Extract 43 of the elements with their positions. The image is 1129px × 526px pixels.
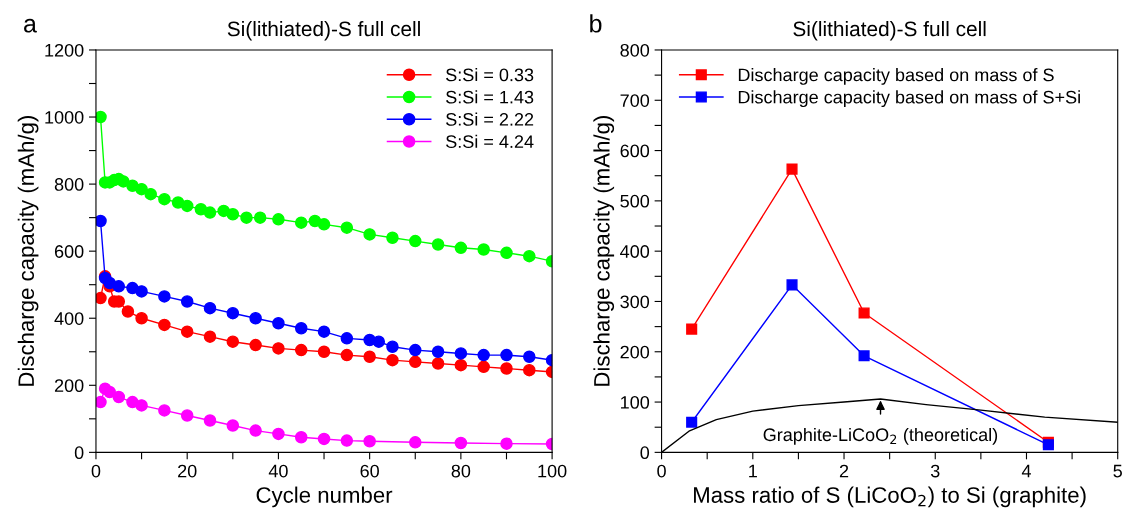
text: b bbox=[590, 14, 602, 33]
x-axis-title: Mass ratio of S (LiCoO$_{2}$) to Si (graphite) bbox=[694, 486, 1086, 508]
y-tick-label: 0 bbox=[74, 446, 84, 460]
x-tick-label: 20 bbox=[178, 464, 197, 478]
y-tick-label: 800 bbox=[620, 43, 650, 57]
x-tick-label: 5 bbox=[1113, 464, 1122, 478]
x-tick-label: 4 bbox=[1021, 464, 1031, 478]
chart-title: Si(lithiated)-S full cell bbox=[227, 20, 420, 41]
x-tick-label: 80 bbox=[451, 464, 471, 478]
y-tick-label: 0 bbox=[640, 446, 650, 460]
x-tick-label: 0 bbox=[657, 464, 666, 478]
legend-label: S:Si = 2.22 bbox=[446, 112, 534, 126]
legend-label: S:Si = 1.43 bbox=[446, 90, 534, 104]
chart-title: Si(lithiated)-S full cell bbox=[793, 20, 986, 41]
legend-label: S:Si = 4.24 bbox=[446, 134, 534, 149]
y-tick-label: 1000 bbox=[45, 110, 84, 124]
y-tick-label: 300 bbox=[620, 295, 650, 309]
x-tick-label: 60 bbox=[360, 464, 379, 478]
x-axis-title: Cycle number bbox=[256, 486, 393, 508]
y-tick-label: 1200 bbox=[45, 43, 84, 57]
y-tick-label: 800 bbox=[54, 178, 84, 191]
y-axis-title: Discharge capacity (mAh/g) bbox=[17, 116, 39, 386]
y-axis-title: Discharge capacity (mAh/g) bbox=[593, 116, 615, 386]
y-tick-label: 200 bbox=[620, 345, 650, 359]
legend-label: S:Si = 0.33 bbox=[446, 68, 534, 82]
y-tick-label: 100 bbox=[621, 396, 650, 409]
text: a bbox=[24, 18, 37, 33]
y-tick-label: 200 bbox=[54, 379, 84, 393]
x-tick-label: 40 bbox=[268, 464, 288, 478]
x-tick-label: 3 bbox=[930, 464, 940, 478]
annotation: Graphite-LiCoO$_{2}$ (theoretical) bbox=[763, 427, 998, 445]
y-tick-label: 400 bbox=[54, 312, 84, 325]
x-tick-label: 1 bbox=[749, 464, 757, 478]
legend-label: Discharge capacity based on mass of S bbox=[738, 68, 1054, 85]
y-tick-label: 500 bbox=[620, 194, 650, 208]
y-tick-label: 600 bbox=[54, 245, 84, 258]
x-tick-label: 0 bbox=[91, 464, 101, 478]
x-tick-label: 100 bbox=[538, 464, 567, 478]
x-tick-label: 2 bbox=[839, 464, 849, 478]
legend-label: Discharge capacity based on mass of S+Si bbox=[738, 90, 1080, 108]
y-tick-label: 700 bbox=[620, 94, 650, 107]
y-tick-label: 600 bbox=[620, 144, 650, 158]
y-tick-label: 400 bbox=[620, 245, 650, 258]
